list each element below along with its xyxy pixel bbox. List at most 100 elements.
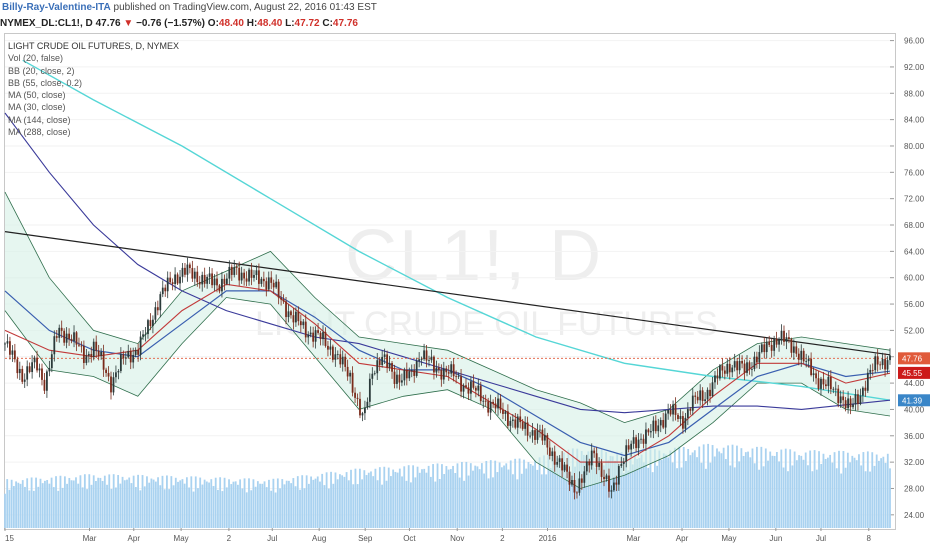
volume-bar xyxy=(807,465,809,528)
volume-bar xyxy=(454,473,457,528)
candle-body xyxy=(630,443,633,450)
candle-body xyxy=(805,361,808,362)
volume-bar xyxy=(709,462,712,528)
candle-body xyxy=(780,330,783,340)
volume-bar xyxy=(873,465,876,528)
candle-body xyxy=(608,475,610,492)
legend-item-ma50[interactable]: MA (50, close) xyxy=(8,90,66,101)
x-tick-label: Nov xyxy=(450,534,464,543)
candle-body xyxy=(763,344,766,353)
volume-bar xyxy=(234,481,237,528)
candle-body xyxy=(657,425,660,432)
volume-bar xyxy=(833,452,836,528)
candle-body xyxy=(694,395,697,397)
candle-body xyxy=(331,346,334,360)
candle-body xyxy=(13,350,16,360)
candle-body xyxy=(346,366,349,377)
candle-body xyxy=(696,396,699,401)
price-label: 41.39 xyxy=(902,396,923,405)
candle-body xyxy=(55,336,58,338)
symbol-label: NYMEX_DL:CL1!, D xyxy=(0,18,93,29)
volume-bar xyxy=(314,478,317,528)
volume-bar xyxy=(241,488,244,528)
candle-body xyxy=(711,382,714,397)
volume-bar xyxy=(279,488,281,528)
x-tick-label: Apr xyxy=(676,534,689,543)
candle-body xyxy=(428,360,430,362)
volume-bar xyxy=(749,457,752,528)
volume-bar xyxy=(720,453,723,528)
volume-bar xyxy=(469,463,472,528)
candle-body xyxy=(376,360,379,374)
candle-body xyxy=(800,350,803,360)
volume-bar xyxy=(571,448,574,528)
x-tick-label: Apr xyxy=(128,534,141,543)
candle-body xyxy=(262,278,265,282)
candle-body xyxy=(139,336,142,355)
candle-body xyxy=(627,445,630,450)
candle-body xyxy=(420,359,423,360)
candle-body xyxy=(245,278,248,282)
volume-bar xyxy=(851,455,854,528)
candle-body xyxy=(110,376,112,393)
candle-body xyxy=(393,371,396,384)
volume-bar xyxy=(256,481,259,528)
volume-bar xyxy=(412,465,415,528)
volume-bar xyxy=(108,474,111,528)
volume-bar xyxy=(875,454,878,528)
candle-body xyxy=(721,365,724,371)
candle-body xyxy=(4,343,6,345)
candle-body xyxy=(319,332,322,340)
candle-body xyxy=(571,479,573,485)
volume-bar xyxy=(370,471,372,528)
volume-bar xyxy=(403,466,406,528)
volume-bar xyxy=(152,479,155,528)
volume-bar xyxy=(523,459,525,528)
author-link[interactable]: Billy-Ray-Valentine-ITA xyxy=(2,2,111,13)
volume-bar xyxy=(474,465,477,528)
y-tick-label: 56.00 xyxy=(904,300,925,309)
candle-body xyxy=(213,278,216,286)
volume-bar xyxy=(800,455,803,528)
volume-bar xyxy=(339,474,341,528)
legend-item-bb55[interactable]: BB (55, close, 0.2) xyxy=(8,77,83,88)
volume-bar xyxy=(669,450,672,528)
candle-body xyxy=(785,337,788,342)
candle-body xyxy=(755,356,758,363)
legend-item-ma144[interactable]: MA (144, close) xyxy=(8,114,71,125)
volume-bar xyxy=(72,480,75,528)
candle-body xyxy=(558,458,561,462)
candle-body xyxy=(260,278,263,284)
price-label-bg xyxy=(898,394,930,407)
y-tick-label: 36.00 xyxy=(904,432,925,441)
volume-bar xyxy=(658,450,661,528)
chart-frame[interactable] xyxy=(4,33,896,530)
volume-bar xyxy=(616,453,619,528)
volume-bar xyxy=(452,465,454,528)
volume-bar xyxy=(170,476,173,528)
candle-body xyxy=(778,339,780,345)
legend-item-ma288[interactable]: MA (288, close) xyxy=(8,127,71,138)
volume-bar xyxy=(321,473,324,528)
candle-body xyxy=(728,363,731,373)
candle-body xyxy=(817,378,820,389)
volume-bar xyxy=(8,489,11,528)
legend-item-ma30[interactable]: MA (30, close) xyxy=(8,102,66,113)
candle-body xyxy=(144,334,147,335)
volume-bar xyxy=(197,488,199,528)
open-label: O: xyxy=(207,18,219,29)
legend-item-vol[interactable]: Vol (20, false) xyxy=(8,53,64,64)
volume-bar xyxy=(336,479,339,528)
candle-body xyxy=(822,378,825,385)
candle-body xyxy=(874,356,877,371)
candle-body xyxy=(309,332,312,335)
candle-body xyxy=(21,368,24,382)
legend-item-bb20[interactable]: BB (20, close, 2) xyxy=(8,65,75,76)
x-tick-label: Jun xyxy=(769,534,782,543)
candle-body xyxy=(371,373,374,379)
candle-body xyxy=(115,372,117,378)
candle-body xyxy=(529,435,531,437)
candle-body xyxy=(396,374,398,384)
volume-bar xyxy=(758,469,761,528)
